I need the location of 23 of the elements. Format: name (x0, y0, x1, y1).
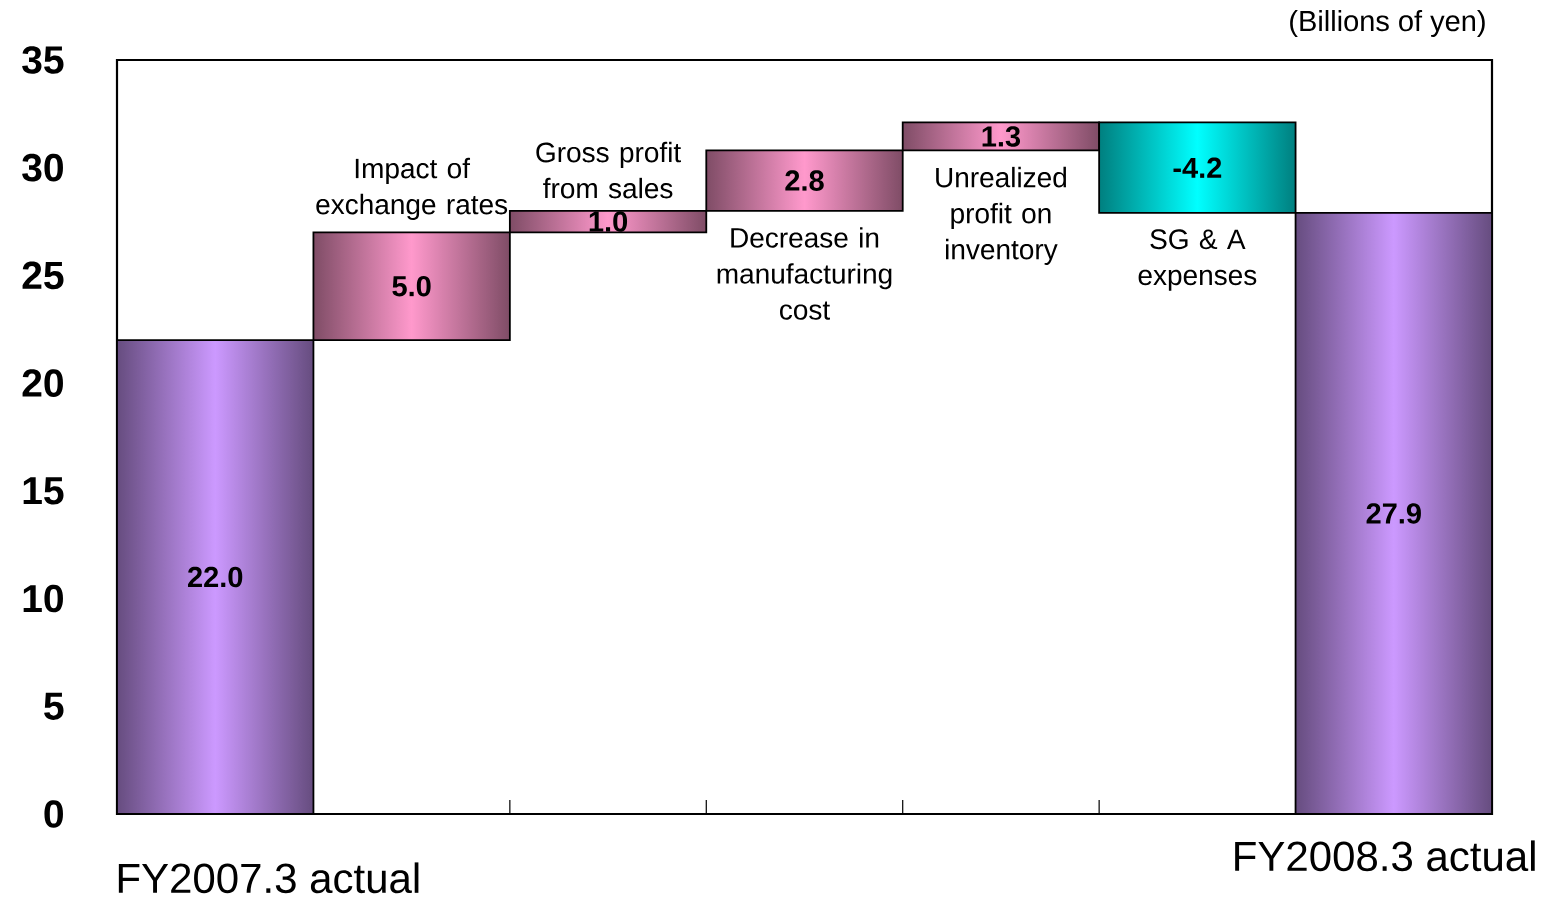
y-tick-label: 10 (23, 584, 63, 613)
y-tick-label: 15 (23, 477, 64, 505)
y-axis-title: (Billions of yen) (1290, 9, 1485, 38)
y-tick-label: 20 (22, 369, 63, 397)
x-tick-label: Unrealized profit on inventory (936, 166, 1067, 265)
x-tick-label: FY2007.3 actual (118, 862, 419, 894)
y-tick-label: 25 (22, 261, 64, 290)
x-tick-label: Impact of exchange rates (316, 157, 508, 220)
data-label: 1.3 (982, 126, 1021, 147)
data-label: 1.0 (589, 211, 628, 232)
x-tick-label: SG & A expenses (1138, 229, 1257, 291)
data-label: -4.2 (1173, 157, 1222, 178)
data-label: 27.9 (1366, 503, 1421, 524)
y-tick-label: 30 (22, 153, 63, 182)
y-tick-label: 5 (44, 692, 64, 720)
data-label: 2.8 (785, 170, 824, 191)
x-tick-label: Gross profit from sales (536, 141, 681, 199)
y-tick-label: 0 (44, 800, 63, 828)
data-label: 22.0 (188, 566, 243, 588)
x-tick-label: Decrease in manufacturing cost (717, 227, 892, 320)
data-label: 5.0 (392, 275, 431, 297)
x-tick-label: FY2008.3 actual (1235, 840, 1535, 872)
y-tick-label: 35 (22, 46, 64, 74)
